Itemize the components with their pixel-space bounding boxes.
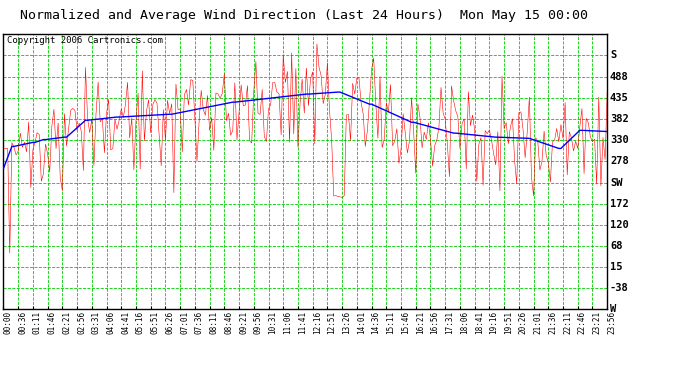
Text: 04:41: 04:41 xyxy=(121,311,130,334)
Text: 21:01: 21:01 xyxy=(533,311,542,334)
Text: S: S xyxy=(610,51,616,60)
Text: 16:21: 16:21 xyxy=(416,311,425,334)
Text: 382: 382 xyxy=(610,114,629,125)
Text: 16:56: 16:56 xyxy=(431,311,440,334)
Text: 435: 435 xyxy=(610,93,629,103)
Text: 02:21: 02:21 xyxy=(62,311,71,334)
Text: 19:16: 19:16 xyxy=(489,311,498,334)
Text: 09:56: 09:56 xyxy=(254,311,263,334)
Text: 08:46: 08:46 xyxy=(224,311,233,334)
Text: SW: SW xyxy=(610,178,622,188)
Text: 15: 15 xyxy=(610,262,622,272)
Text: 15:11: 15:11 xyxy=(386,311,395,334)
Text: 17:31: 17:31 xyxy=(445,311,454,334)
Text: 03:31: 03:31 xyxy=(92,311,101,334)
Text: 08:11: 08:11 xyxy=(210,311,219,334)
Text: 15:46: 15:46 xyxy=(401,311,410,334)
Text: 00:00: 00:00 xyxy=(3,311,12,334)
Text: W: W xyxy=(610,304,616,314)
Text: 07:36: 07:36 xyxy=(195,311,204,334)
Text: 488: 488 xyxy=(610,72,629,82)
Text: 68: 68 xyxy=(610,241,622,251)
Text: 23:21: 23:21 xyxy=(593,311,602,334)
Text: 18:06: 18:06 xyxy=(460,311,469,334)
Text: 12:16: 12:16 xyxy=(313,311,322,334)
Text: 06:26: 06:26 xyxy=(166,311,175,334)
Text: 20:26: 20:26 xyxy=(519,311,528,334)
Text: 13:26: 13:26 xyxy=(342,311,351,334)
Text: 02:56: 02:56 xyxy=(77,311,86,334)
Text: 23:56: 23:56 xyxy=(607,311,616,334)
Text: 330: 330 xyxy=(610,135,629,146)
Text: 14:01: 14:01 xyxy=(357,311,366,334)
Text: 19:51: 19:51 xyxy=(504,311,513,334)
Text: 120: 120 xyxy=(610,220,629,230)
Text: 12:51: 12:51 xyxy=(328,311,337,334)
Text: -38: -38 xyxy=(610,284,629,294)
Text: 07:01: 07:01 xyxy=(180,311,189,334)
Text: 04:06: 04:06 xyxy=(106,311,115,334)
Text: 18:41: 18:41 xyxy=(475,311,484,334)
Text: 172: 172 xyxy=(610,199,629,209)
Text: 22:11: 22:11 xyxy=(563,311,572,334)
Text: 14:36: 14:36 xyxy=(372,311,381,334)
Text: 21:36: 21:36 xyxy=(549,311,558,334)
Text: Normalized and Average Wind Direction (Last 24 Hours)  Mon May 15 00:00: Normalized and Average Wind Direction (L… xyxy=(19,9,588,22)
Text: 00:36: 00:36 xyxy=(18,311,27,334)
Text: 05:51: 05:51 xyxy=(150,311,159,334)
Text: 01:11: 01:11 xyxy=(33,311,42,334)
Text: 22:46: 22:46 xyxy=(578,311,586,334)
Text: 09:21: 09:21 xyxy=(239,311,248,334)
Text: 278: 278 xyxy=(610,156,629,166)
Text: 11:41: 11:41 xyxy=(298,311,307,334)
Text: 11:06: 11:06 xyxy=(283,311,293,334)
Text: 01:46: 01:46 xyxy=(48,311,57,334)
Text: 10:31: 10:31 xyxy=(268,311,277,334)
Text: Copyright 2006 Cartronics.com: Copyright 2006 Cartronics.com xyxy=(7,36,163,45)
Text: 05:16: 05:16 xyxy=(136,311,145,334)
